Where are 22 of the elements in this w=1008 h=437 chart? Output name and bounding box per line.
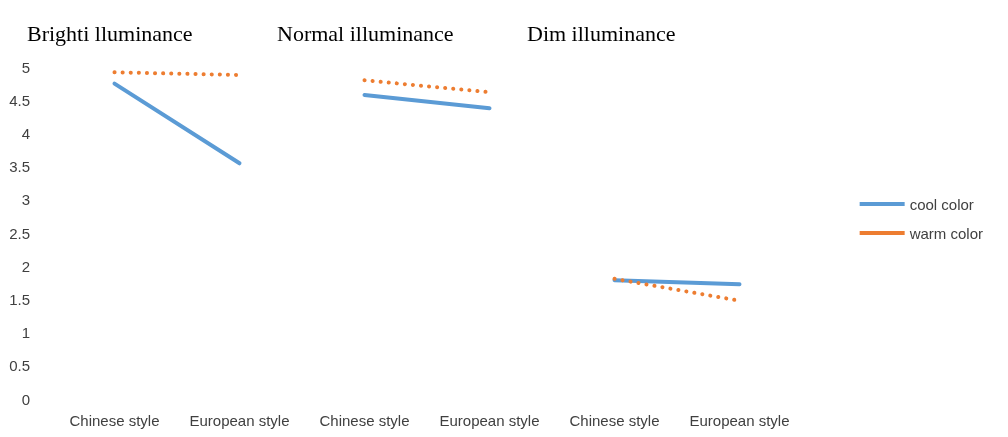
y-tick-label: 1 [21,324,30,342]
y-tick-label: 5 [21,58,30,76]
text: Dim illuminance [527,20,676,46]
y-tick-label: 2 [21,257,30,275]
y-tick-label: 0 [21,390,30,408]
y-tick-label: 2.5 [9,224,30,242]
x-tick-label: European style [189,412,290,429]
x-tick-label: Chinese style [69,412,160,429]
x-tick-label: European style [689,412,790,429]
y-tick-label: 4 [21,124,30,142]
legend-label: warm color [908,224,984,242]
text: Normal illuminance [277,20,454,46]
x-tick-label: Chinese style [569,412,660,429]
y-tick-label: 4.5 [9,91,30,109]
y-tick-label: 3 [21,191,30,209]
y-tick-label: 3.5 [9,158,30,176]
x-tick-label: European style [439,412,540,429]
text: Brighti lluminance [26,20,193,46]
legend-label: cool color [909,195,974,213]
y-tick-label: 0.5 [9,357,30,375]
y-tick-label: 1.5 [9,290,30,308]
x-tick-label: Chinese style [319,412,410,429]
